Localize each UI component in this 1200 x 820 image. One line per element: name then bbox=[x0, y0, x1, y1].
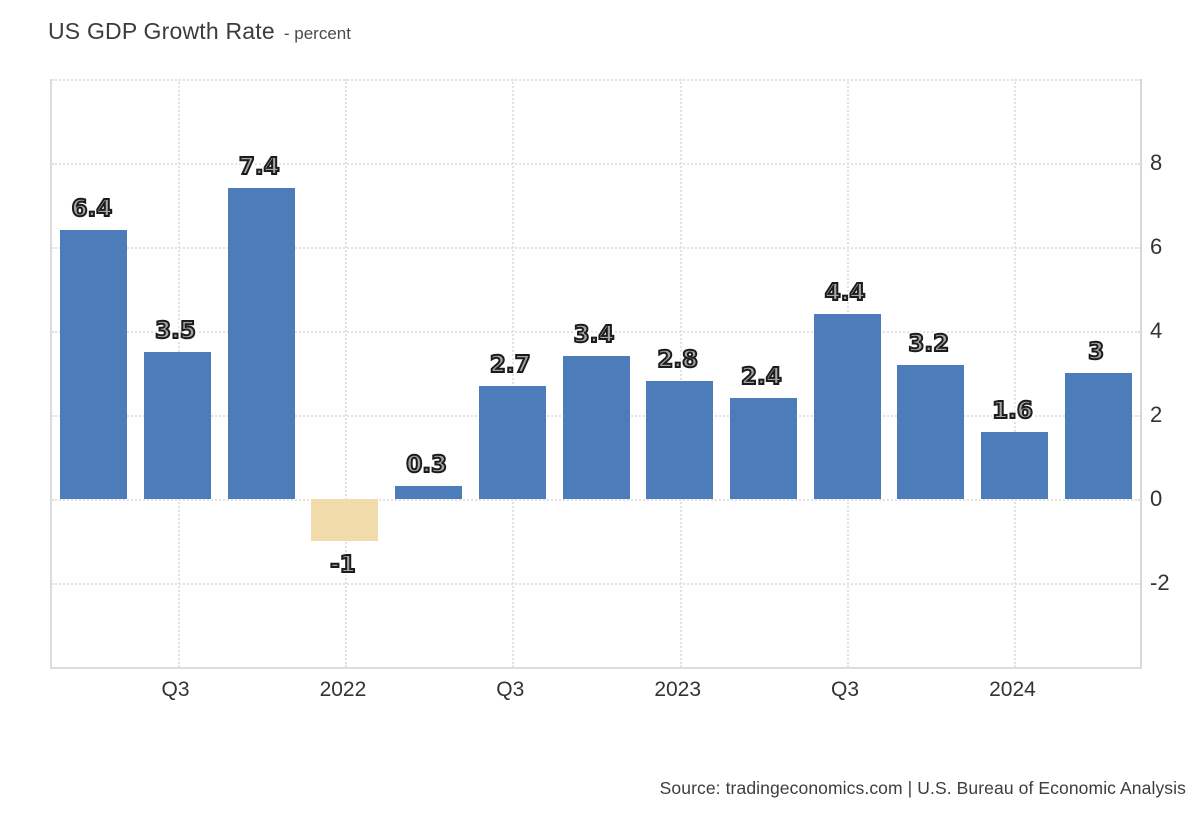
x-gridline bbox=[345, 79, 347, 667]
bar-value-label: -1 bbox=[329, 551, 357, 579]
y-gridline bbox=[52, 583, 1140, 585]
bar-positive bbox=[563, 356, 630, 499]
x-axis-tick-label: Q3 bbox=[831, 678, 860, 701]
y-axis-tick-label: -2 bbox=[1150, 570, 1170, 595]
bar-value-label: 7.4 bbox=[238, 153, 281, 181]
bar-positive bbox=[730, 398, 797, 499]
bar-value-label: 0.3 bbox=[405, 451, 448, 479]
bar-value-label: 3 bbox=[1087, 338, 1105, 366]
y-gridline bbox=[52, 331, 1140, 333]
plot-top-border bbox=[52, 79, 1140, 81]
bar-positive bbox=[479, 386, 546, 499]
bar-negative bbox=[311, 499, 378, 541]
x-axis-tick-label: 2024 bbox=[989, 678, 1036, 701]
bar-value-label: 4.4 bbox=[824, 279, 867, 307]
bar-value-label: 2.7 bbox=[489, 351, 532, 379]
y-gridline bbox=[52, 499, 1140, 501]
x-axis-tick-label: 2023 bbox=[654, 678, 702, 701]
bar-value-label: 6.4 bbox=[70, 195, 113, 223]
x-gridline bbox=[1014, 79, 1016, 667]
x-gridline bbox=[512, 79, 514, 667]
x-gridline bbox=[680, 79, 682, 667]
y-gridline bbox=[52, 163, 1140, 165]
y-axis-tick-label: 0 bbox=[1150, 486, 1163, 511]
page-title: US GDP Growth Rate bbox=[48, 18, 275, 44]
bar-value-label: 2.4 bbox=[740, 363, 783, 391]
chart-header: US GDP Growth Rate - percent bbox=[48, 18, 351, 45]
x-axis-tick-label: Q3 bbox=[496, 678, 525, 701]
bar-value-label: 1.6 bbox=[991, 397, 1034, 425]
bar-positive bbox=[395, 486, 462, 499]
x-axis-tick-label: 2022 bbox=[319, 678, 367, 701]
y-gridline bbox=[52, 247, 1140, 249]
bar-positive bbox=[646, 381, 713, 499]
y-axis-tick-label: 6 bbox=[1150, 234, 1163, 259]
y-axis-tick-label: 8 bbox=[1150, 150, 1163, 175]
bar-value-label: 2.8 bbox=[656, 346, 699, 374]
bar-positive bbox=[1065, 373, 1132, 499]
bar-value-label: 3.4 bbox=[573, 321, 616, 349]
plot-area bbox=[50, 79, 1142, 669]
bar-positive bbox=[144, 352, 211, 499]
y-axis-tick-label: 2 bbox=[1150, 402, 1163, 427]
source-text: Source: tradingeconomics.com | U.S. Bure… bbox=[659, 778, 1186, 798]
page-subtitle: - percent bbox=[283, 24, 351, 43]
bar-value-label: 3.5 bbox=[154, 317, 197, 345]
y-axis-tick-label: 4 bbox=[1150, 318, 1163, 343]
bar-positive bbox=[981, 432, 1048, 499]
bar-positive bbox=[60, 230, 127, 499]
bar-value-label: 3.2 bbox=[907, 330, 950, 358]
x-axis-tick-label: Q3 bbox=[161, 678, 190, 701]
bar-positive bbox=[814, 314, 881, 499]
bar-positive bbox=[897, 365, 964, 499]
bar-positive bbox=[228, 188, 295, 499]
